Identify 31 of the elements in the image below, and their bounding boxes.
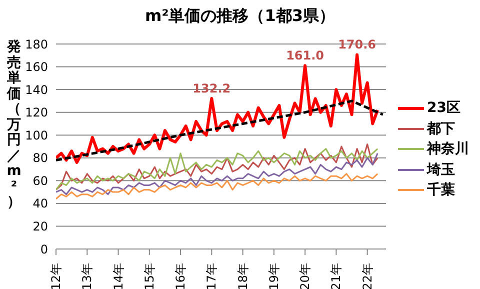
x-tick-label: 12年 (49, 263, 63, 289)
x-tick-label: 16年 (174, 263, 188, 289)
line-series (56, 173, 378, 200)
legend-label: 都下 (427, 120, 455, 138)
x-tick-label: 17年 (204, 263, 219, 289)
x-tick-label: 15年 (142, 263, 156, 289)
y-tick-label: 140 (25, 82, 48, 97)
x-tick-label: 21年 (329, 263, 344, 289)
text: 発売単価（万円／m²） (6, 39, 22, 210)
y-tick-label: 160 (25, 60, 48, 74)
x-tick-label: 19年 (266, 263, 281, 289)
y-tick-label: 60 (32, 174, 48, 188)
legend-label: 埼玉 (427, 160, 455, 180)
line-series (56, 100, 384, 162)
legend-label: 23区 (427, 99, 460, 118)
x-tick-label: 22年 (360, 263, 374, 289)
y-tick-label: 80 (32, 151, 48, 166)
y-tick-label: 40 (32, 196, 48, 211)
x-tick-label: 14年 (111, 263, 126, 289)
legend-label: 千葉 (427, 181, 455, 200)
y-tick-label: 180 (25, 37, 48, 52)
y-tick-label: 20 (32, 219, 48, 234)
annotation: 161.0 (286, 48, 324, 63)
x-tick-label: 18年 (236, 263, 250, 289)
x-tick-label: 20年 (298, 263, 312, 289)
x-tick-label: 13年 (80, 263, 94, 289)
y-tick-label: 100 (25, 128, 48, 142)
legend-label: 神奈川 (427, 140, 469, 159)
y-tick-label: 0 (40, 242, 48, 256)
y-tick-label: 120 (25, 106, 48, 120)
chart-title: m²単価の推移（1都3県） (144, 6, 336, 27)
